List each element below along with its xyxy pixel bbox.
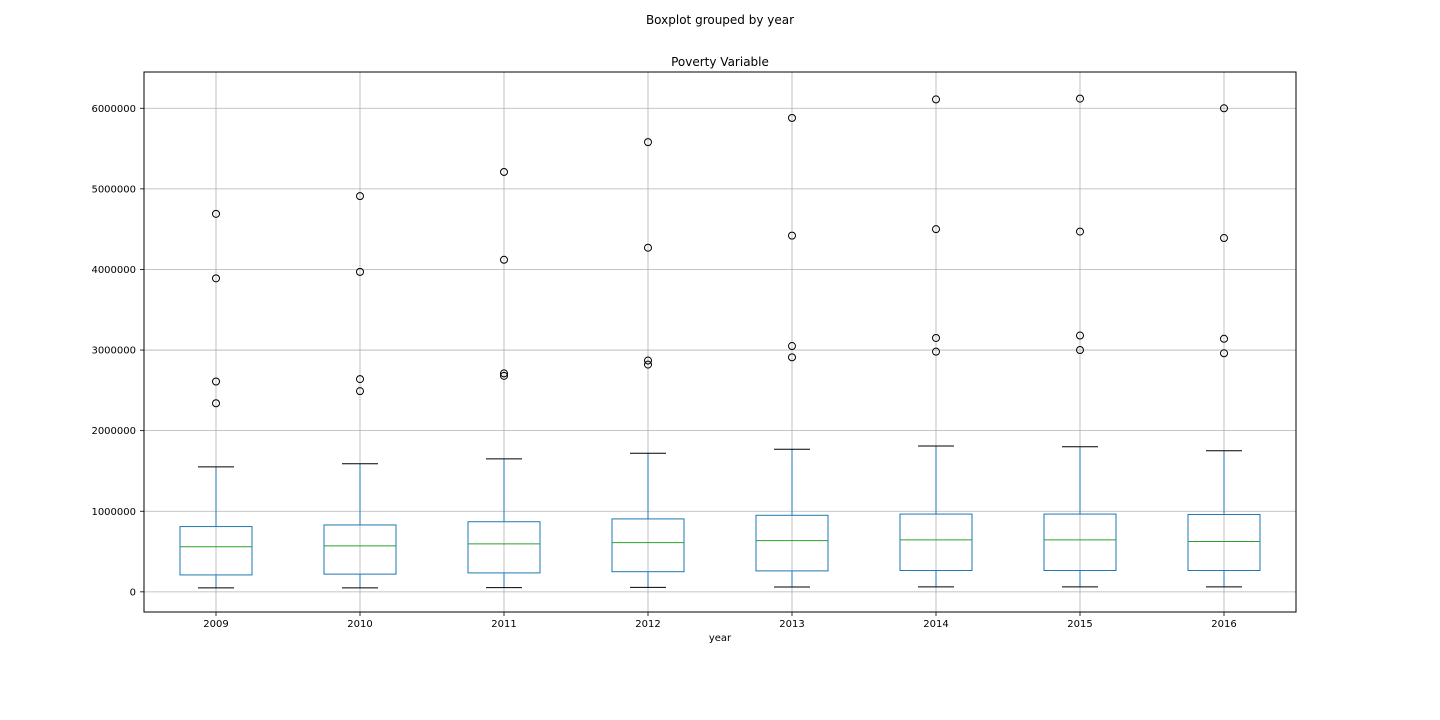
outlier-point bbox=[500, 255, 508, 264]
iqr-box bbox=[323, 524, 397, 575]
outlier-point bbox=[932, 225, 940, 234]
outlier-point bbox=[788, 231, 796, 240]
iqr-box bbox=[179, 526, 253, 576]
chart-suptitle: Boxplot grouped by year bbox=[646, 13, 794, 27]
x-tick-label: 2013 bbox=[779, 619, 804, 630]
x-axis-label: year bbox=[709, 633, 732, 644]
grid-lines bbox=[144, 72, 1296, 612]
iqr-box bbox=[1043, 513, 1117, 571]
outlier-point bbox=[1076, 346, 1084, 355]
y-tick-label: 1000000 bbox=[91, 507, 136, 518]
iqr-box bbox=[1187, 513, 1261, 571]
outlier-point bbox=[356, 375, 364, 384]
outlier-point bbox=[788, 342, 796, 351]
y-tick-label: 3000000 bbox=[91, 346, 136, 357]
outlier-point bbox=[212, 209, 220, 218]
y-tick-label: 6000000 bbox=[91, 104, 136, 115]
outlier-point bbox=[500, 167, 508, 176]
iqr-box bbox=[899, 513, 973, 571]
outlier-point bbox=[644, 356, 652, 365]
outlier-point bbox=[356, 267, 364, 276]
outlier-point bbox=[788, 113, 796, 122]
chart-title: Poverty Variable bbox=[671, 55, 769, 69]
plot-frame bbox=[143, 71, 1297, 613]
outlier-point bbox=[1076, 331, 1084, 340]
outlier-point bbox=[1076, 94, 1084, 103]
iqr-box bbox=[755, 514, 829, 572]
outlier-point bbox=[356, 387, 364, 396]
x-tick-label: 2012 bbox=[635, 619, 660, 630]
outlier-point bbox=[644, 138, 652, 147]
y-tick-label: 2000000 bbox=[91, 426, 136, 437]
y-tick-label: 4000000 bbox=[91, 265, 136, 276]
box-marks bbox=[179, 94, 1261, 589]
outlier-point bbox=[788, 353, 796, 362]
y-tick-label: 0 bbox=[130, 587, 136, 598]
x-tick-label: 2016 bbox=[1211, 619, 1236, 630]
iqr-box bbox=[467, 521, 541, 574]
outlier-point bbox=[500, 371, 508, 380]
outlier-point bbox=[356, 192, 364, 201]
outlier-point bbox=[644, 360, 652, 369]
x-tick-label: 2011 bbox=[491, 619, 516, 630]
outlier-point bbox=[1220, 104, 1228, 113]
outlier-point bbox=[1220, 334, 1228, 343]
outlier-point bbox=[644, 243, 652, 252]
outlier-point bbox=[212, 399, 220, 408]
outlier-point bbox=[932, 333, 940, 342]
outlier-point bbox=[1076, 227, 1084, 236]
outlier-point bbox=[212, 377, 220, 386]
x-tick-label: 2009 bbox=[203, 619, 228, 630]
x-tick-label: 2014 bbox=[923, 619, 948, 630]
outlier-point bbox=[932, 347, 940, 356]
outlier-point bbox=[500, 369, 508, 378]
iqr-box bbox=[611, 518, 685, 573]
outlier-point bbox=[1220, 234, 1228, 243]
outlier-point bbox=[932, 95, 940, 104]
x-tick-label: 2010 bbox=[347, 619, 372, 630]
outlier-point bbox=[1220, 349, 1228, 358]
axis-ticks: 0 1000000 2000000 3000000 4000000 5000000 6000… bbox=[91, 104, 1236, 630]
y-tick-label: 5000000 bbox=[91, 184, 136, 195]
x-tick-label: 2015 bbox=[1067, 619, 1092, 630]
outlier-point bbox=[212, 274, 220, 283]
